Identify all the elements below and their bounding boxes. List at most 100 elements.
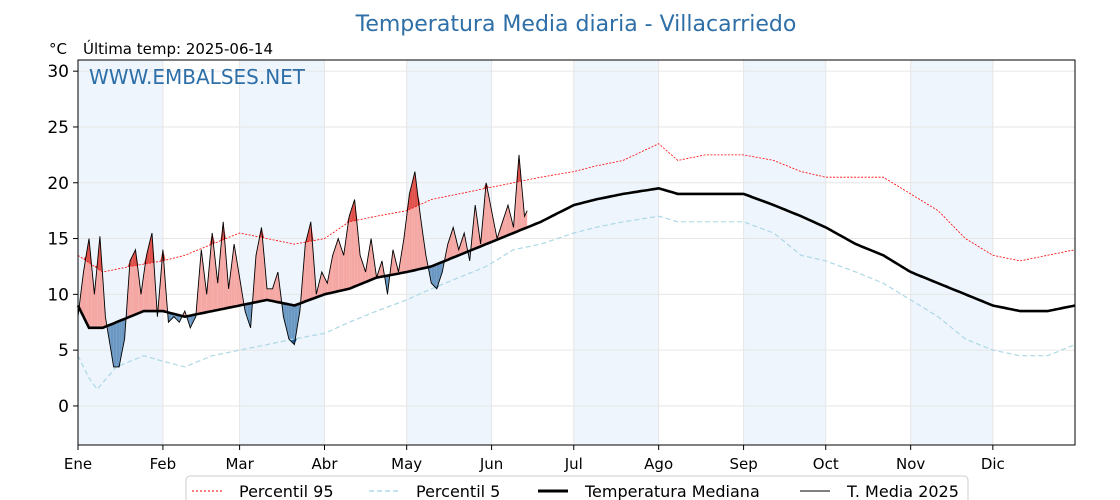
fill-above-p95 [149,232,152,264]
fill-above-median [236,260,240,307]
fill-below-median [116,321,120,367]
fill-above-median [420,216,424,269]
fill-above-median [499,221,503,239]
legend-label: Temperatura Mediana [584,482,760,500]
chart-title: Temperatura Media diaria - Villacarriedo [355,12,797,37]
series-lines [76,143,1076,391]
fill-below-median [247,303,251,328]
fill-above-median [217,252,221,310]
fill-above-median [160,249,163,312]
watermark: WWW.EMBALSES.NET [89,65,306,89]
fill-above-median [261,227,265,302]
fill-above-median [258,227,262,302]
legend-label: T. Media 2025 [846,482,959,500]
x-tick-label: Ago [644,455,673,473]
x-tick-label: Mar [225,455,254,473]
x-tick-label: Nov [896,455,925,473]
y-tick-label: 15 [47,230,69,250]
fill-above-p95 [308,221,311,242]
y-tick-label: 5 [58,341,69,361]
fill-above-median [392,249,396,275]
fill-below-median [288,304,292,342]
fill-below-p5 [119,364,122,367]
fill-above-median [351,199,355,288]
fill-above-median [486,182,489,245]
y-tick-label: 0 [58,397,69,417]
fill-above-p95 [130,255,133,267]
fill-above-median [143,255,147,312]
month-bands [78,60,993,445]
legend: Percentil 95 Percentil 5 Temperatura Media… [185,475,969,500]
fill-above-median [349,207,352,289]
fill-above-median [483,182,487,246]
fill-below-median [113,322,117,367]
fill-above-median [340,246,344,291]
fill-above-median [329,255,333,294]
fill-above-median [319,272,322,297]
fill-above-median [502,213,506,238]
fill-above-median [272,280,276,302]
fill-above-median [338,238,341,292]
fill-below-median [190,314,194,328]
fill-above-median [209,232,213,312]
fill-below-median [434,264,437,289]
fill-above-median [214,258,218,311]
unit-label: °C [49,40,67,58]
x-tick-label: May [391,455,422,473]
month-band [743,60,826,445]
x-tick-label: Dic [981,455,1005,473]
x-tick-label: Feb [150,455,177,473]
fill-below-median [439,261,443,281]
fill-below-median [283,303,287,328]
fill-below-p5 [291,338,295,345]
fill-above-median [357,227,361,286]
fill-above-median [423,235,426,269]
series-media-2025 [77,154,528,368]
fill-above-median [228,266,232,308]
fill-above-median [475,205,478,249]
fill-above-median [80,272,84,317]
legend-label: Percentil 95 [239,482,334,500]
series-percentil-5 [77,215,1076,391]
x-axis: Ene Feb Mar Abr May Jun Jul Ago Sep Oct Nov Dic [64,445,1005,473]
fill-above-median [401,238,404,274]
fill-below-median [431,265,435,286]
fill-above-median [231,244,235,308]
fill-above-median [130,255,133,317]
fill-above-median [461,232,465,255]
fill-above-median [505,205,509,237]
fill-below-median [291,304,295,345]
fill-above-median [508,205,511,236]
fill-above-median [403,216,407,273]
fill-above-median [379,260,383,278]
legend-label: Percentil 5 [416,482,500,500]
fill-below-median [121,318,125,353]
fill-above-median [140,274,144,313]
fill-above-median [135,249,139,315]
x-tick-label: Sep [729,455,757,473]
x-tick-label: Abr [312,455,339,473]
fill-above-median [220,221,224,310]
fill-above-median [198,249,202,314]
fill-above-median [332,246,336,293]
fill-above-median [256,241,259,303]
last-temp-label: Última temp: 2025-06-14 [83,39,273,58]
fill-above-p95 [351,199,355,222]
series-percentil-95 [77,143,1076,273]
plot-frame [77,59,1076,446]
fill-above-median [91,266,95,328]
fill-below-median [176,314,180,323]
y-tick-label: 10 [47,285,69,305]
x-tick-label: Oct [813,455,839,473]
legend-box [185,475,969,500]
fill-above-median [453,227,456,258]
fill-above-p95 [409,182,413,210]
fill-below-median [110,323,114,367]
fill-above-median [335,238,339,292]
month-band [573,60,659,445]
y-tick-label: 30 [47,62,69,82]
fill-below-median [245,303,248,320]
fill-above-median [327,269,330,294]
fill-above-median [94,265,98,328]
